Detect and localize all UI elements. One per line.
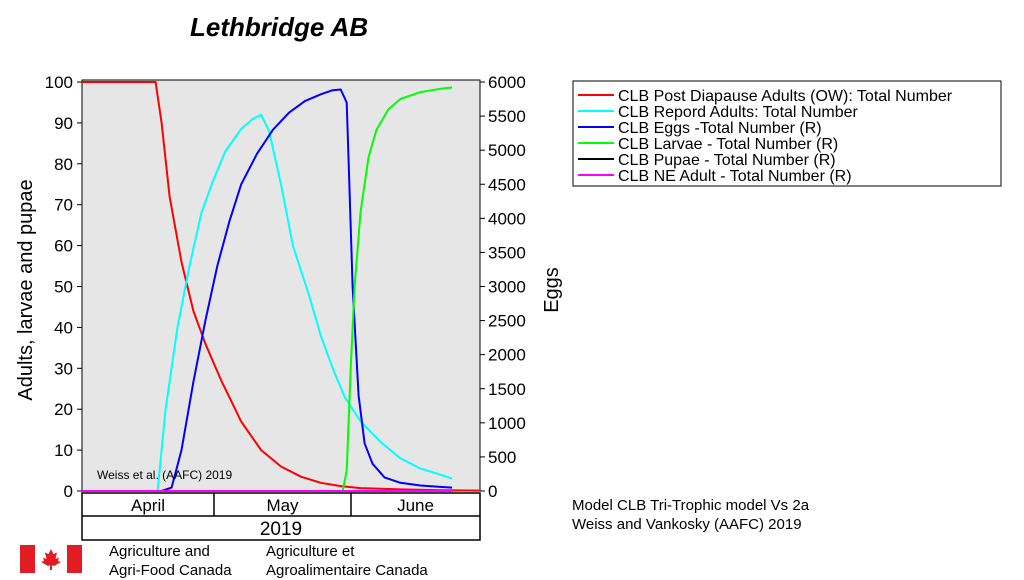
y-axis-label: Adults, larvae and pupae — [15, 179, 37, 400]
y-tick-label: 10 — [54, 441, 73, 460]
model-caption-line-2: Weiss and Vankosky (AAFC) 2019 — [572, 516, 802, 533]
y2-tick-label: 1000 — [488, 414, 526, 433]
legend-label: CLB Post Diapause Adults (OW): Total Num… — [618, 88, 953, 105]
y2-tick-label: 0 — [488, 482, 497, 501]
logo-english-line-1: Agriculture and — [109, 543, 210, 560]
month-label: April — [131, 496, 165, 515]
y-tick-label: 30 — [54, 359, 73, 378]
y2-tick-label: 500 — [488, 448, 516, 467]
y2-tick-label: 5500 — [488, 107, 526, 126]
y-tick-label: 40 — [54, 318, 73, 337]
y2-tick-label: 2000 — [488, 346, 526, 365]
year-label: 2019 — [260, 519, 302, 540]
y-tick-label: 60 — [54, 237, 73, 256]
y2-axis-label: Eggs — [541, 267, 563, 313]
month-label: May — [266, 496, 299, 515]
series-line-eggs — [82, 88, 453, 492]
series-line-ow-adults — [82, 81, 481, 492]
y-tick-label: 70 — [54, 196, 73, 215]
y2-tick-label: 3000 — [488, 278, 526, 297]
y2-tick-label: 3500 — [488, 243, 526, 262]
plot-area — [81, 79, 481, 492]
legend-label: CLB Eggs -Total Number (R) — [618, 120, 822, 137]
y2-tick-label: 4500 — [488, 175, 526, 194]
watermark: Weiss et al. (AAFC) 2019 — [97, 468, 232, 482]
legend-label: CLB Larvae - Total Number (R) — [618, 136, 838, 153]
logo-text-french: Agriculture et Agroalimentaire Canada — [266, 542, 428, 580]
series-line-larvae — [82, 86, 453, 492]
chart-title: Lethbridge AB — [190, 12, 369, 42]
y2-tick-label: 1500 — [488, 380, 526, 399]
legend-label: CLB NE Adult - Total Number (R) — [618, 168, 852, 185]
y2-tick-label: 6000 — [488, 73, 526, 92]
y-tick-label: 20 — [54, 400, 73, 419]
month-label: June — [397, 496, 434, 515]
logo-english-line-2: Agri-Food Canada — [109, 562, 232, 579]
model-caption-line-1: Model CLB Tri-Trophic model Vs 2a — [572, 497, 810, 514]
y-tick-label: 90 — [54, 114, 73, 133]
model-caption: Model CLB Tri-Trophic model Vs 2a Weiss … — [572, 496, 809, 534]
y-tick-label: 0 — [64, 482, 73, 501]
y2-tick-label: 5000 — [488, 141, 526, 160]
series-line-repro-adults — [82, 113, 453, 492]
logo-french-line-1: Agriculture et — [266, 543, 355, 560]
legend-box — [572, 80, 1002, 187]
legend-label: CLB Pupae - Total Number (R) — [618, 152, 836, 169]
canada-flag-icon — [20, 545, 82, 573]
logo-french-line-2: Agroalimentaire Canada — [266, 562, 428, 579]
legend-label: CLB Repord Adults: Total Number — [618, 104, 859, 121]
y-tick-label: 100 — [45, 73, 73, 92]
y-tick-label: 50 — [54, 278, 73, 297]
y-tick-label: 80 — [54, 155, 73, 174]
logo-text-english: Agriculture and Agri-Food Canada — [109, 542, 232, 580]
y2-tick-label: 2500 — [488, 312, 526, 331]
y2-tick-label: 4000 — [488, 209, 526, 228]
